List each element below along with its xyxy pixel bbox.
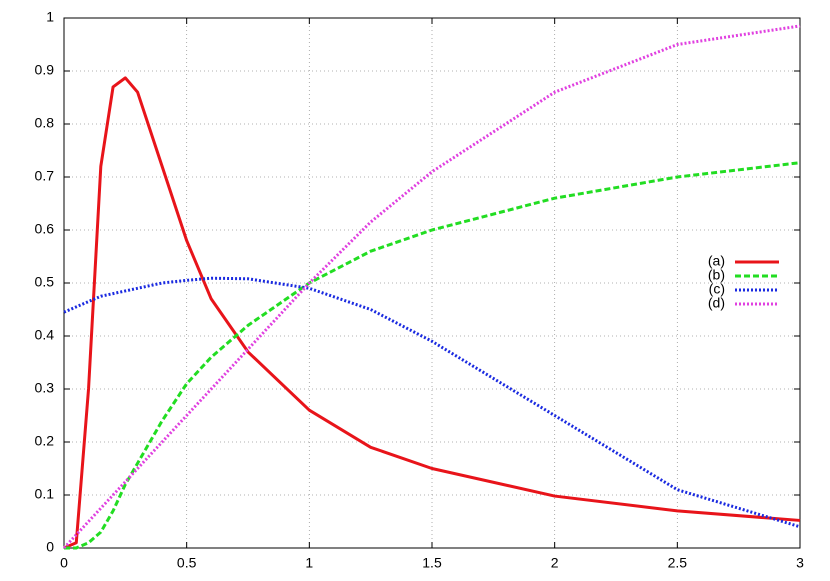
y-tick-label: 0.3 [35,380,55,396]
line-series [62,24,801,550]
y-tick-label: 0.6 [35,221,55,237]
x-tick-label: 1 [305,555,313,571]
y-tick-label: 1 [46,9,54,25]
y-tick-label: 0.8 [35,115,55,131]
y-tick-label: 0.1 [35,486,55,502]
y-tick-label: 0.5 [35,274,55,290]
line-series [64,161,801,550]
legend-label: (a) [708,253,725,269]
x-tick-label: 0.5 [177,555,197,571]
legend-label: (d) [708,295,725,311]
line-series [63,276,801,529]
x-tick-label: 2.5 [668,555,688,571]
x-tick-label: 2 [551,555,559,571]
x-tick-label: 0 [60,555,68,571]
legend-label: (c) [709,281,725,297]
y-tick-label: 0.7 [35,168,55,184]
y-tick-label: 0.9 [35,62,55,78]
y-tick-label: 0.4 [35,327,55,343]
line-series [63,76,801,550]
plot-frame [63,17,801,549]
legend-label: (b) [708,267,725,283]
x-tick-label: 1.5 [422,555,442,571]
y-tick-label: 0 [46,539,54,555]
x-tick-label: 3 [796,555,804,571]
y-tick-label: 0.2 [35,433,55,449]
